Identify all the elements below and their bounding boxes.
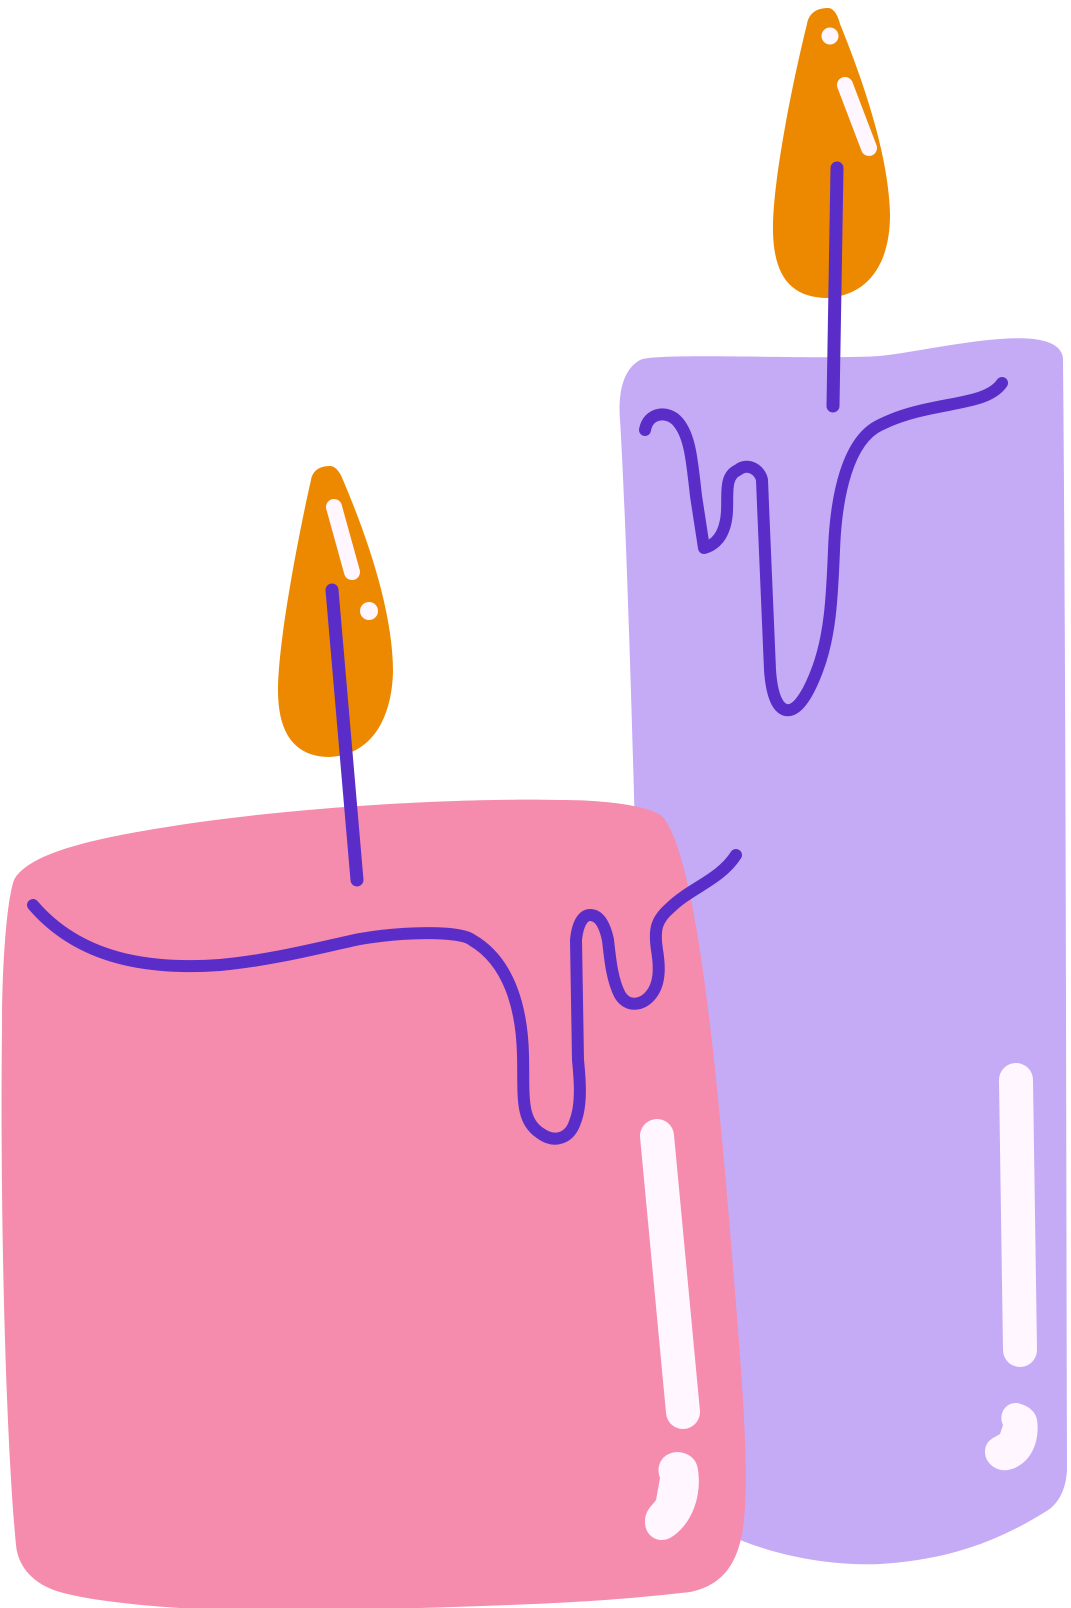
flame-highlight-icon: [837, 77, 877, 156]
short-candle-highlight-dot: [645, 1452, 699, 1541]
tall-candle-highlight: [999, 1063, 1037, 1367]
tall-candle-wax-drip: [639, 377, 1008, 717]
tall-candle-wick: [826, 161, 844, 413]
flame-highlight-icon: [326, 499, 360, 580]
short-candle-wick: [325, 583, 364, 887]
flame-sparkle-icon: [821, 27, 839, 45]
short-candle-wax-drip: [27, 849, 742, 1145]
tall-candle-flame: [772, 8, 890, 298]
flame-sparkle-icon: [360, 602, 378, 620]
tall-candle-highlight-dot: [985, 1402, 1038, 1471]
short-candle-wax: [1, 799, 746, 1608]
short-candle: [1, 466, 746, 1608]
short-candle-highlight: [640, 1119, 700, 1429]
